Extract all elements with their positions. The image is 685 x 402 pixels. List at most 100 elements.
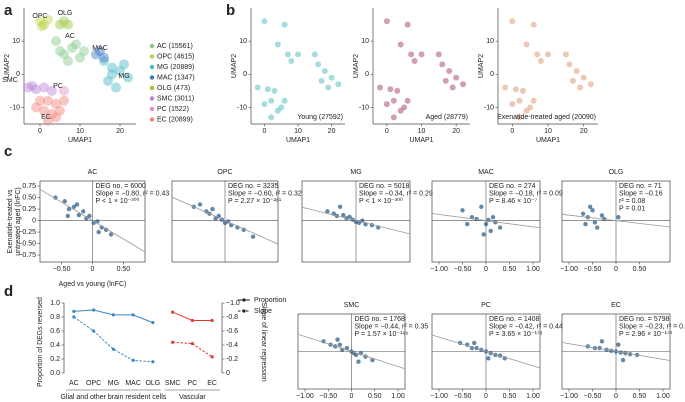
group-label: Glial and other brain resident cells — [60, 394, 166, 401]
point — [31, 84, 41, 95]
point — [321, 67, 328, 74]
y-tick-label: -10 — [484, 104, 494, 111]
point — [103, 75, 113, 86]
point — [43, 14, 53, 25]
point — [465, 221, 470, 227]
y-axis-label: UMAP2 — [478, 54, 485, 78]
x-tick-label: 0 — [614, 393, 618, 400]
x-tick-label: 0 — [91, 266, 95, 273]
point — [383, 101, 390, 108]
x-tick-label: 1.00 — [526, 266, 540, 273]
point — [47, 85, 57, 96]
fit-line — [561, 213, 671, 228]
x-tick-label: 1.00 — [526, 393, 540, 400]
point — [51, 36, 61, 47]
point — [344, 345, 350, 351]
point — [580, 74, 587, 81]
x-tick-label: 0 — [262, 128, 266, 135]
point — [328, 74, 335, 81]
x-tick-label: EC — [207, 380, 217, 387]
point — [115, 65, 125, 76]
legend-swatch — [149, 96, 155, 101]
point — [335, 337, 340, 342]
point — [442, 77, 449, 84]
caption: Aged (28779) — [426, 114, 468, 121]
point — [315, 61, 322, 68]
y-tick-label: 0.6 — [50, 328, 60, 335]
stat-text: DEG no. = 71 — [619, 183, 662, 190]
point — [197, 202, 203, 207]
legend-label: MAC (1347) — [157, 74, 195, 81]
stat-text: DEG no. = 6000 — [96, 183, 147, 190]
point — [108, 232, 114, 237]
x-tick-label: −0.50 — [454, 266, 472, 273]
point — [490, 214, 496, 220]
stat-text: P = 8.46 × 10⁻⁷ — [489, 198, 538, 205]
x-tick-label: 0 — [385, 128, 389, 135]
stat-text: r² = 0.08 — [619, 198, 645, 205]
x-tick-label: 0.50 — [503, 393, 517, 400]
x-tick-label: 10 — [418, 128, 426, 135]
point — [599, 339, 605, 344]
legend-swatch — [149, 117, 155, 122]
cluster-label: MAC — [92, 45, 108, 52]
point — [472, 340, 477, 346]
series-marker — [151, 360, 155, 364]
x-tick-label: SMC — [165, 380, 181, 387]
y-tick-label: -10 — [237, 104, 247, 111]
cluster-label: AC — [65, 33, 75, 40]
x-tick-label: MAC — [125, 380, 141, 387]
caption: Exenatide-treated aged (20090) — [497, 114, 596, 121]
series-marker — [92, 329, 96, 333]
point — [35, 95, 45, 106]
point — [53, 195, 58, 200]
point — [530, 97, 537, 104]
point — [107, 62, 117, 73]
point — [460, 208, 465, 213]
point — [59, 85, 69, 96]
point — [59, 95, 69, 106]
point — [123, 72, 133, 83]
y-tick-label: -10 — [10, 104, 20, 111]
x-tick-label: 20 — [328, 128, 336, 135]
point — [55, 19, 65, 30]
point — [599, 213, 605, 218]
point — [486, 356, 491, 361]
point — [573, 67, 580, 74]
series-marker — [190, 318, 194, 323]
point — [261, 101, 268, 108]
stat-text: P = 0.01 — [619, 205, 645, 212]
y-tick-label: 10 — [12, 38, 20, 45]
y-tick-label: −0.50 — [18, 240, 36, 247]
legend-swatch — [149, 64, 155, 70]
point — [31, 102, 41, 113]
x-axis-label: UMAP1 — [286, 137, 310, 144]
x-axis-label: Aged vs young (lnFC) — [59, 281, 127, 288]
legend-label: PC (1522) — [157, 106, 189, 113]
point — [51, 99, 61, 110]
x-tick-label: 1.00 — [391, 393, 405, 400]
point — [577, 84, 584, 91]
stat-text: Slope = −0.60, r² = 0.32 — [228, 190, 302, 197]
point — [75, 52, 85, 63]
y-tick-label: 0 — [490, 71, 494, 78]
x-tick-label: −1.00 — [560, 266, 578, 273]
x-axis-label: UMAP1 — [409, 137, 433, 144]
point — [497, 225, 503, 230]
y-axis-label: untreated aged (lnFC) — [15, 187, 22, 255]
x-tick-label: 20 — [580, 128, 588, 135]
point — [449, 84, 456, 91]
series-marker — [72, 315, 76, 319]
x-tick-label: 0.50 — [633, 393, 647, 400]
point — [337, 204, 343, 209]
y-tick-label: -10 — [359, 104, 369, 111]
point — [397, 107, 404, 114]
panel-label: b — [226, 2, 235, 19]
y2-tick-label: 0 — [226, 370, 230, 377]
group-label: Vascular — [179, 394, 206, 401]
fit-line — [431, 213, 541, 229]
fit-line — [171, 196, 279, 245]
legend-swatch — [149, 85, 155, 91]
point — [401, 104, 408, 111]
point — [595, 225, 600, 230]
